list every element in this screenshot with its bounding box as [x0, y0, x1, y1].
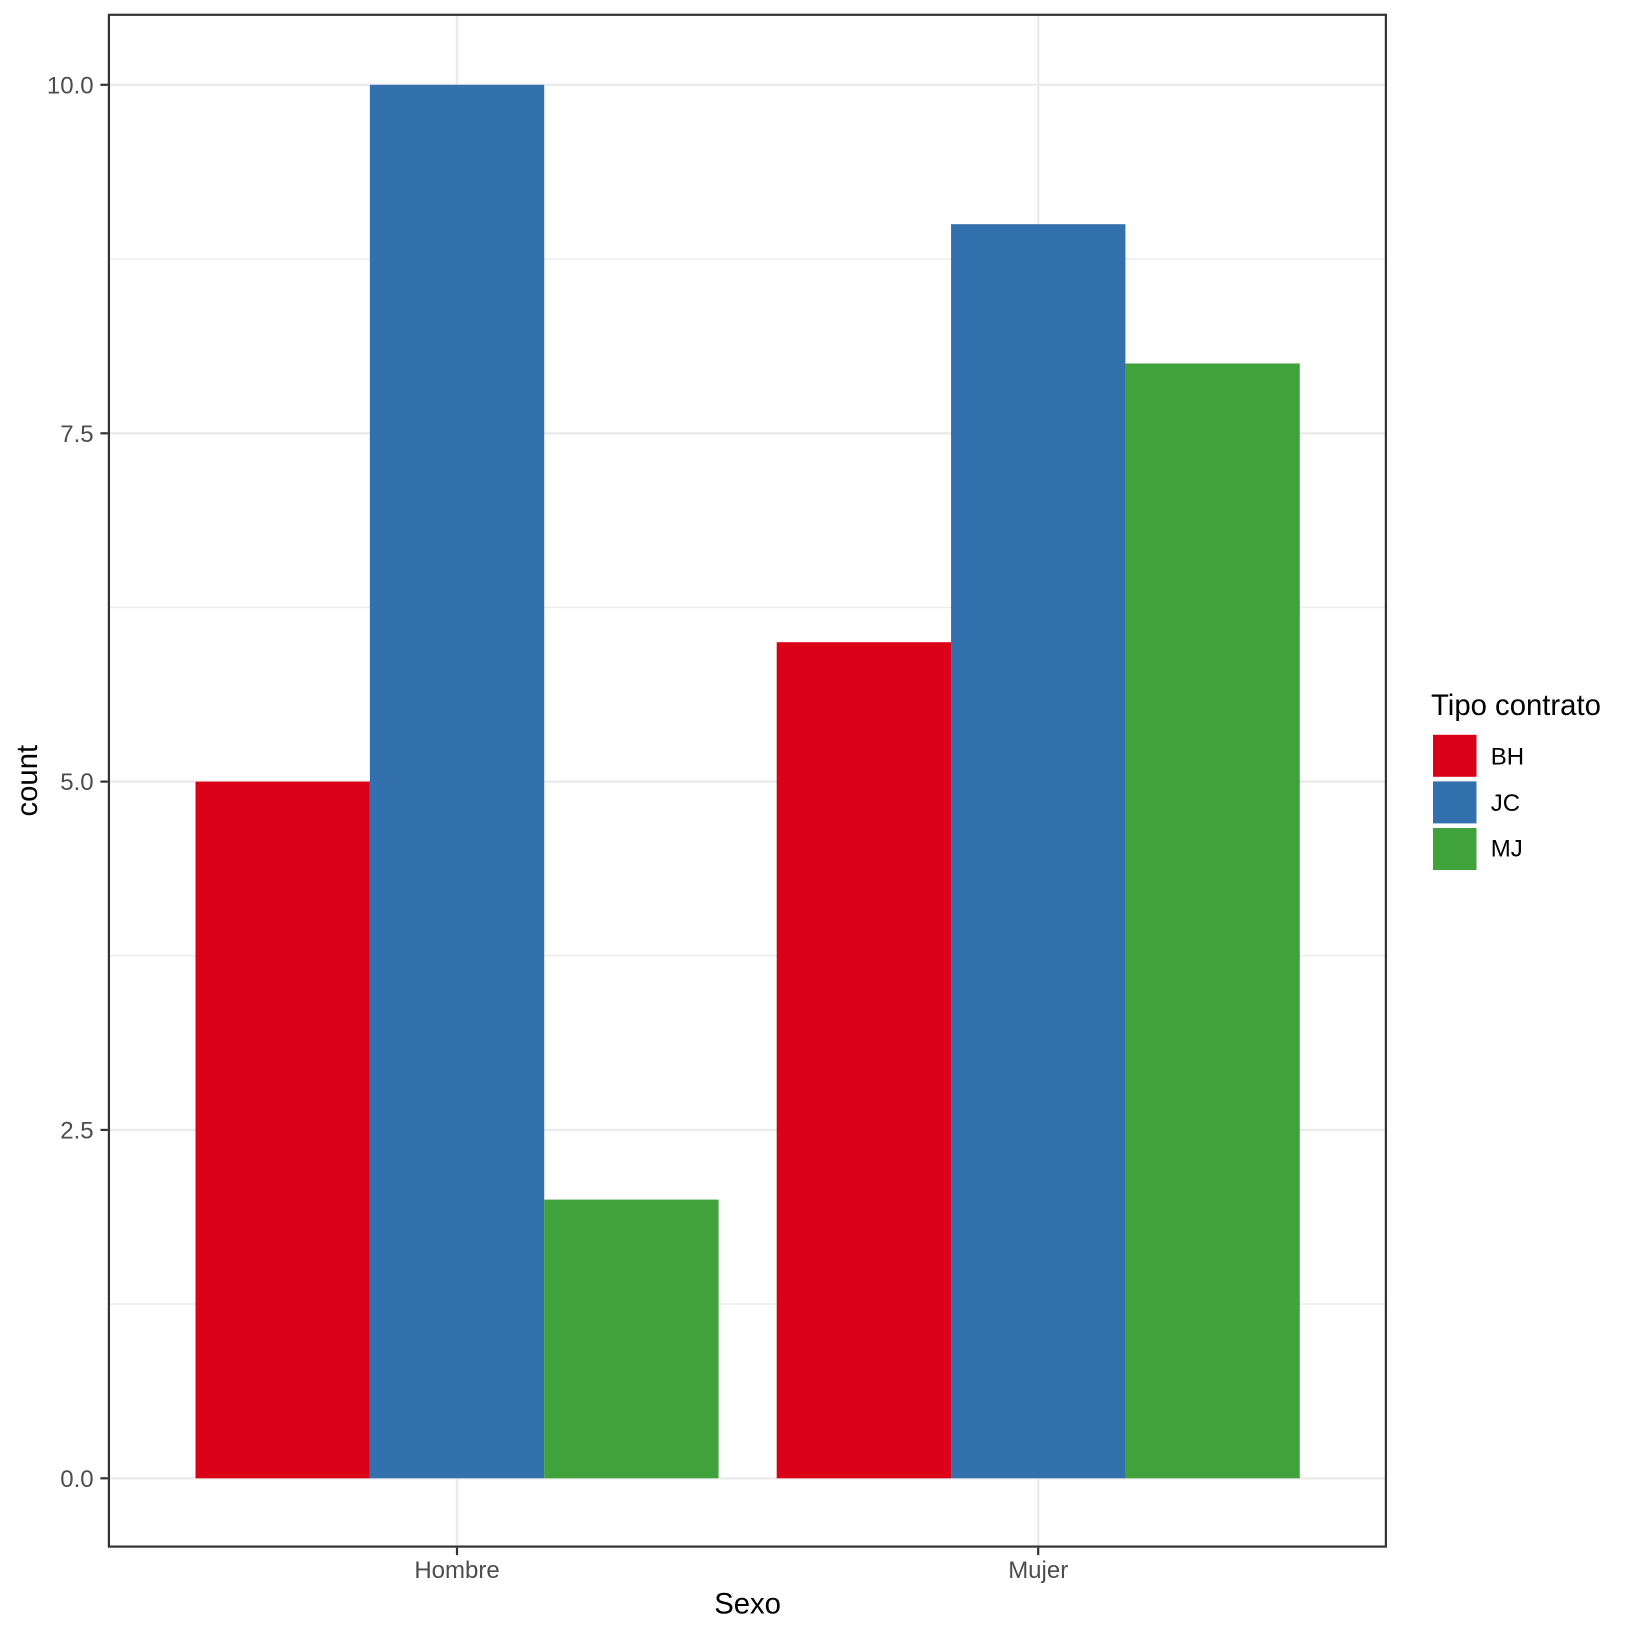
svg-text:BH: BH: [1491, 743, 1524, 770]
svg-text:10.0: 10.0: [47, 72, 94, 99]
svg-text:Sexo: Sexo: [714, 1587, 781, 1620]
svg-text:Tipo contrato: Tipo contrato: [1431, 689, 1601, 722]
svg-text:2.5: 2.5: [60, 1118, 93, 1145]
svg-text:Mujer: Mujer: [1008, 1557, 1068, 1584]
svg-text:7.5: 7.5: [60, 421, 93, 448]
svg-text:JC: JC: [1491, 790, 1520, 817]
svg-text:count: count: [11, 745, 44, 817]
svg-text:Hombre: Hombre: [414, 1557, 499, 1584]
svg-text:MJ: MJ: [1491, 836, 1523, 863]
svg-text:5.0: 5.0: [60, 769, 93, 796]
svg-text:0.0: 0.0: [60, 1466, 93, 1493]
